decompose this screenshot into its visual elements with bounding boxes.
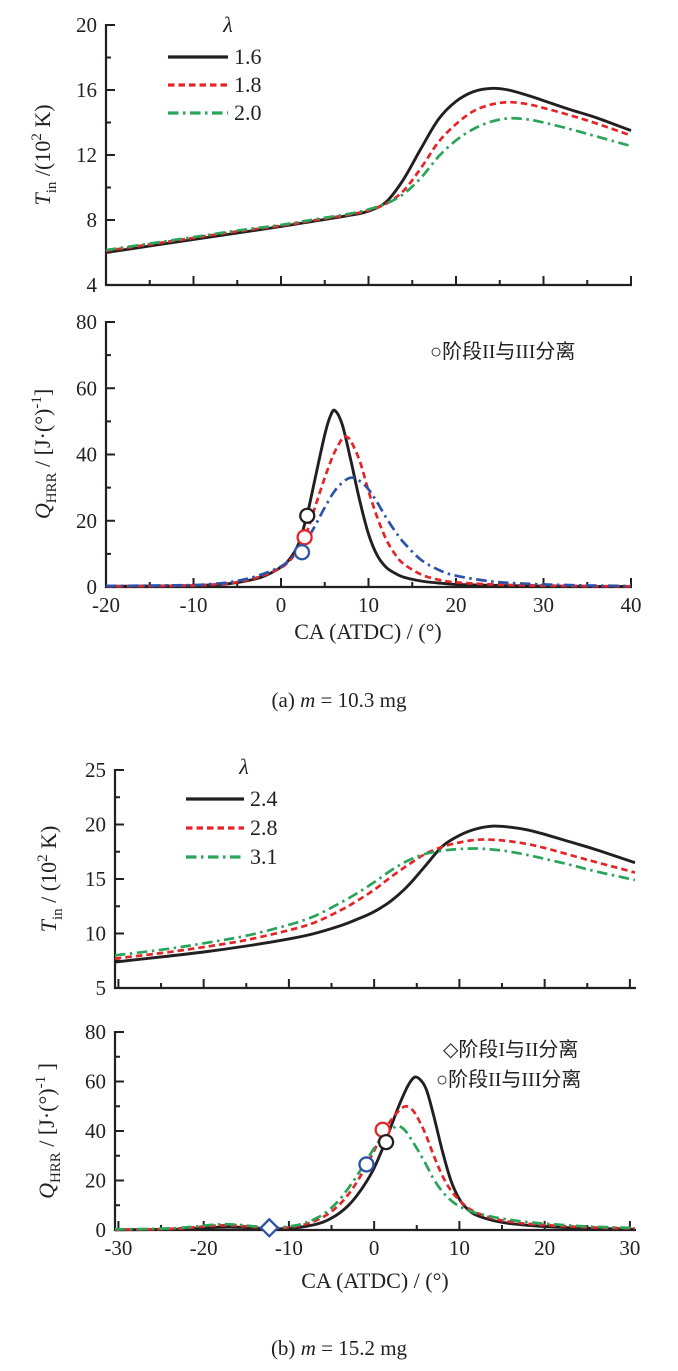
series-line-lambda-1.8 <box>105 100 632 253</box>
y-tick-label: 20 <box>76 509 97 533</box>
marker-circle <box>358 1156 375 1173</box>
y-tick-label: 25 <box>85 758 106 782</box>
x-tick-label: 10 <box>449 1236 470 1260</box>
x-tick-label: 20 <box>534 1236 555 1260</box>
marker-diamond <box>259 1217 280 1238</box>
annotation: ◇阶段I与II分离 <box>443 1038 578 1061</box>
x-tick-label: 40 <box>621 593 642 617</box>
axis-tick-labels: 0 20 40 60 80 -30 -20 -10 0 10 20 30 <box>85 1020 640 1260</box>
caption-b: (b) m = 15.2 mg <box>270 1336 408 1360</box>
annotation: ○阶段II与III分离 <box>430 340 575 363</box>
marker-circle <box>299 507 316 524</box>
x-tick-label: -10 <box>180 593 208 617</box>
y-tick-label: 8 <box>87 208 98 232</box>
legend: λ1.6 1.8 2.0 <box>168 12 262 125</box>
series-line-lambda-2.8 <box>114 1104 636 1231</box>
legend: λ2.4 2.8 3.1 <box>186 754 278 869</box>
series-line-lambda-3.1 <box>114 847 636 957</box>
series-line-lambda-2.4 <box>114 1075 636 1232</box>
chart-a-temperature: 4 8 12 16 20 Tin /(102 K) λ1.6 1.8 2.0 <box>29 12 632 297</box>
series-line-lambda-2.8 <box>114 838 636 960</box>
y-tick-label: 80 <box>85 1020 106 1044</box>
axis-ticks <box>115 1031 631 1231</box>
y-tick-label: 4 <box>87 273 98 297</box>
marker-circle <box>377 1133 395 1151</box>
y-tick-label: 40 <box>76 443 97 467</box>
series-line-lambda-2.0 <box>105 116 632 252</box>
legend-title: λ <box>222 12 233 37</box>
y-tick-label: 0 <box>96 1218 107 1242</box>
y-tick-label: 40 <box>85 1119 106 1143</box>
y-tick-label: 15 <box>85 867 106 891</box>
series-line-lambda-3.1 <box>114 1124 636 1231</box>
x-axis-title: CA (ATDC) / (°) <box>294 619 442 644</box>
annotation: ○阶段II与III分离 <box>436 1068 581 1091</box>
x-tick-label: -20 <box>190 1236 218 1260</box>
y-tick-label: 60 <box>76 376 97 400</box>
x-tick-label: -10 <box>275 1236 303 1260</box>
chart-b-temperature: 5 10 15 20 25 Tin / (102 K) λ2.4 2.8 3.1 <box>35 754 636 1000</box>
x-tick-label: 30 <box>619 1236 640 1260</box>
chart-b-heat-release: 0 20 40 60 80 -30 -20 -10 0 10 20 30 QHRR / [J·(°)-1… <box>33 1020 640 1293</box>
y-tick-label: 16 <box>76 78 97 102</box>
y-tick-label: 20 <box>85 1169 106 1193</box>
x-tick-label: 20 <box>446 593 467 617</box>
x-tick-label: 0 <box>276 593 287 617</box>
legend-entry-label: 3.1 <box>250 844 278 869</box>
y-tick-label: 80 <box>76 310 97 334</box>
series-line-lambda-1.6 <box>105 86 632 254</box>
y-tick-label: 20 <box>85 813 106 837</box>
y-tick-label: 0 <box>87 575 98 599</box>
x-tick-label: -30 <box>104 1236 132 1260</box>
chart-a-heat-release: 0 20 40 60 80 -20 -10 0 10 20 30 40 QHRR / [J·(°)-1]… <box>29 310 642 644</box>
legend-entry-label: 1.8 <box>234 72 262 97</box>
axis-tick-labels: 5 10 15 20 25 <box>85 758 106 1000</box>
axis-tick-labels: 0 20 40 60 80 -20 -10 0 10 20 30 40 <box>76 310 642 617</box>
y-tick-label: 12 <box>76 143 97 167</box>
axis-spines <box>113 769 636 990</box>
legend-entry-label: 2.4 <box>250 786 278 811</box>
axes <box>104 24 632 287</box>
axis-spines <box>104 24 632 287</box>
axis-ticks <box>105 24 632 286</box>
series-line-lambda-1.8 <box>105 435 632 588</box>
y-axis-title: Tin / (102 K) <box>35 826 66 933</box>
y-tick-label: 5 <box>96 976 107 1000</box>
series-line-lambda-2.0 <box>105 476 632 588</box>
y-tick-label: 60 <box>85 1070 106 1094</box>
legend-entry-label: 2.8 <box>250 815 278 840</box>
caption-a: (a) m = 10.3 mg <box>271 688 407 712</box>
y-axis-title: QHRR / [J·(°)-1 ] <box>33 1063 64 1199</box>
x-tick-label: -20 <box>92 593 120 617</box>
x-axis-title: CA (ATDC) / (°) <box>301 1268 449 1293</box>
x-tick-label: 30 <box>533 593 554 617</box>
y-axis-title: Tin /(102 K) <box>29 104 60 205</box>
series-line-lambda-1.6 <box>105 408 632 588</box>
legend-entry-label: 1.6 <box>234 44 262 69</box>
x-tick-label: 10 <box>358 593 379 617</box>
x-tick-label: 0 <box>369 1236 380 1260</box>
y-axis-title: QHRR / [J·(°)-1] <box>29 389 60 519</box>
axes <box>113 769 636 990</box>
y-tick-label: 10 <box>85 922 106 946</box>
legend-entry-label: 2.0 <box>234 100 262 125</box>
marker-circle <box>293 544 311 561</box>
axis-ticks <box>115 769 631 989</box>
axis-tick-labels: 4 8 12 16 20 <box>76 13 98 297</box>
marker-circle <box>296 529 313 546</box>
y-tick-label: 20 <box>76 13 97 37</box>
legend-title: λ <box>238 754 249 779</box>
series-line-lambda-2.4 <box>114 824 636 964</box>
